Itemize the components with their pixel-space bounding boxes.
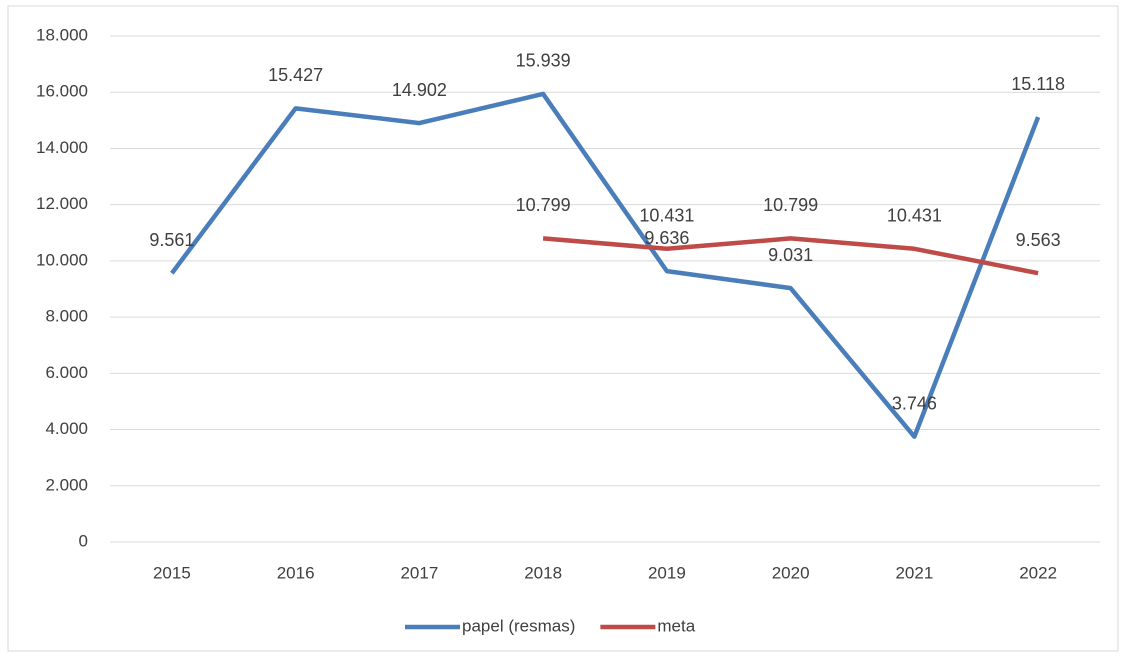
y-tick-label: 2.000 [45,475,88,494]
x-tick-label: 2018 [524,563,562,582]
x-tick-label: 2021 [895,563,933,582]
legend-label: papel (resmas) [462,616,575,635]
data-label: 9.636 [644,228,689,248]
y-tick-label: 12.000 [36,194,88,213]
y-tick-label: 0 [79,531,88,550]
series-line [542,236,1039,276]
data-label: 9.561 [149,230,194,250]
data-label: 15.939 [516,51,571,71]
x-tick-label: 2016 [277,563,315,582]
data-label: 15.427 [268,65,323,85]
x-tick-label: 2015 [153,563,191,582]
data-label: 9.563 [1016,230,1061,250]
data-label: 15.118 [1011,74,1065,94]
y-tick-label: 6.000 [45,363,88,382]
y-tick-label: 16.000 [36,82,88,101]
y-tick-label: 4.000 [45,419,88,438]
y-tick-label: 14.000 [36,138,88,157]
data-label: 9.031 [768,245,813,265]
data-label: 10.431 [887,206,942,226]
chart-border [7,5,1119,652]
x-tick-label: 2019 [648,563,686,582]
data-label: 10.799 [763,195,818,215]
x-tick-label: 2017 [400,563,438,582]
y-tick-label: 18.000 [36,25,88,44]
legend-label: meta [657,616,695,635]
data-label: 3.746 [892,393,937,413]
data-label: 14.902 [392,80,447,100]
data-label: 10.799 [516,195,571,215]
y-tick-label: 10.000 [36,250,88,269]
x-tick-label: 2022 [1019,563,1057,582]
data-label: 10.431 [639,206,694,226]
series-line [170,91,1041,439]
y-tick-label: 8.000 [45,307,88,326]
x-tick-label: 2020 [772,563,810,582]
